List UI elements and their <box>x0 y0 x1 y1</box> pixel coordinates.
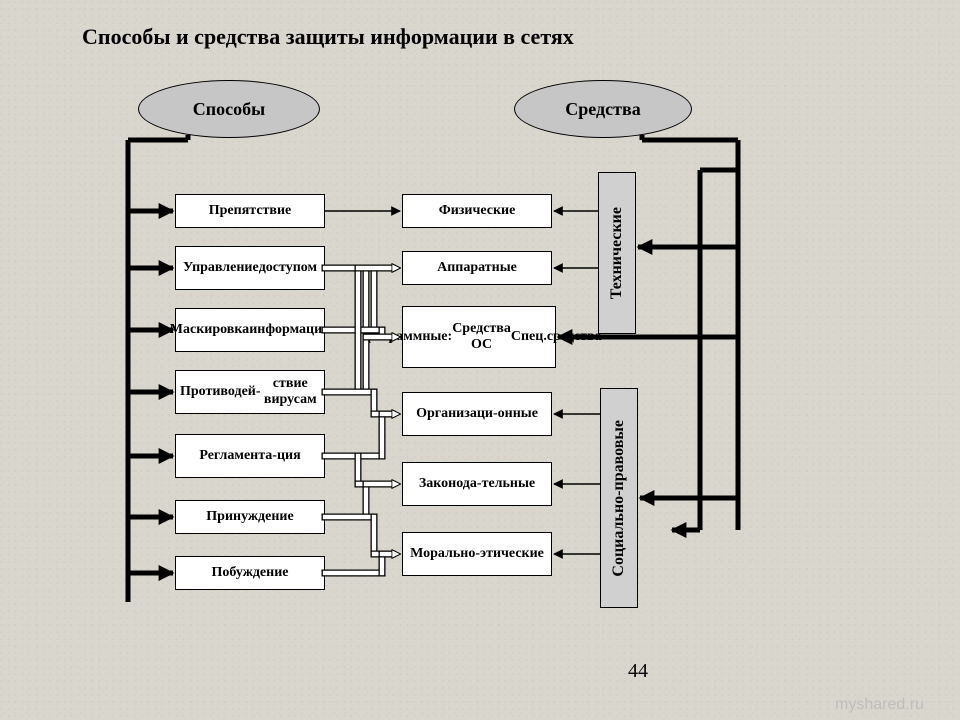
page-number: 44 <box>628 660 648 683</box>
technical-group: Технические <box>598 172 636 334</box>
means-ellipse: Средства <box>514 80 692 138</box>
page-title: Способы и средства защиты информации в с… <box>82 24 574 50</box>
coercion: Принуждение <box>175 500 325 534</box>
regulation: Регламента-ция <box>175 434 325 478</box>
motivation: Побуждение <box>175 556 325 590</box>
masking: Маскировкаинформации <box>175 308 325 352</box>
organizational: Организаци-онные <box>402 392 552 436</box>
obstacle: Препятствие <box>175 194 325 228</box>
antivirus: Противодей-ствие вирусам <box>175 370 325 414</box>
hardware: Аппаратные <box>402 251 552 285</box>
software: Программные:Средства ОССпец.средства <box>402 306 556 368</box>
access-control: Управлениедоступом <box>175 246 325 290</box>
social-group: Социально-правовые <box>600 388 638 608</box>
methods-ellipse: Способы <box>138 80 320 138</box>
moral: Морально-этические <box>402 532 552 576</box>
physical: Физические <box>402 194 552 228</box>
legislative: Законода-тельные <box>402 462 552 506</box>
watermark: myshared.ru <box>835 696 924 714</box>
